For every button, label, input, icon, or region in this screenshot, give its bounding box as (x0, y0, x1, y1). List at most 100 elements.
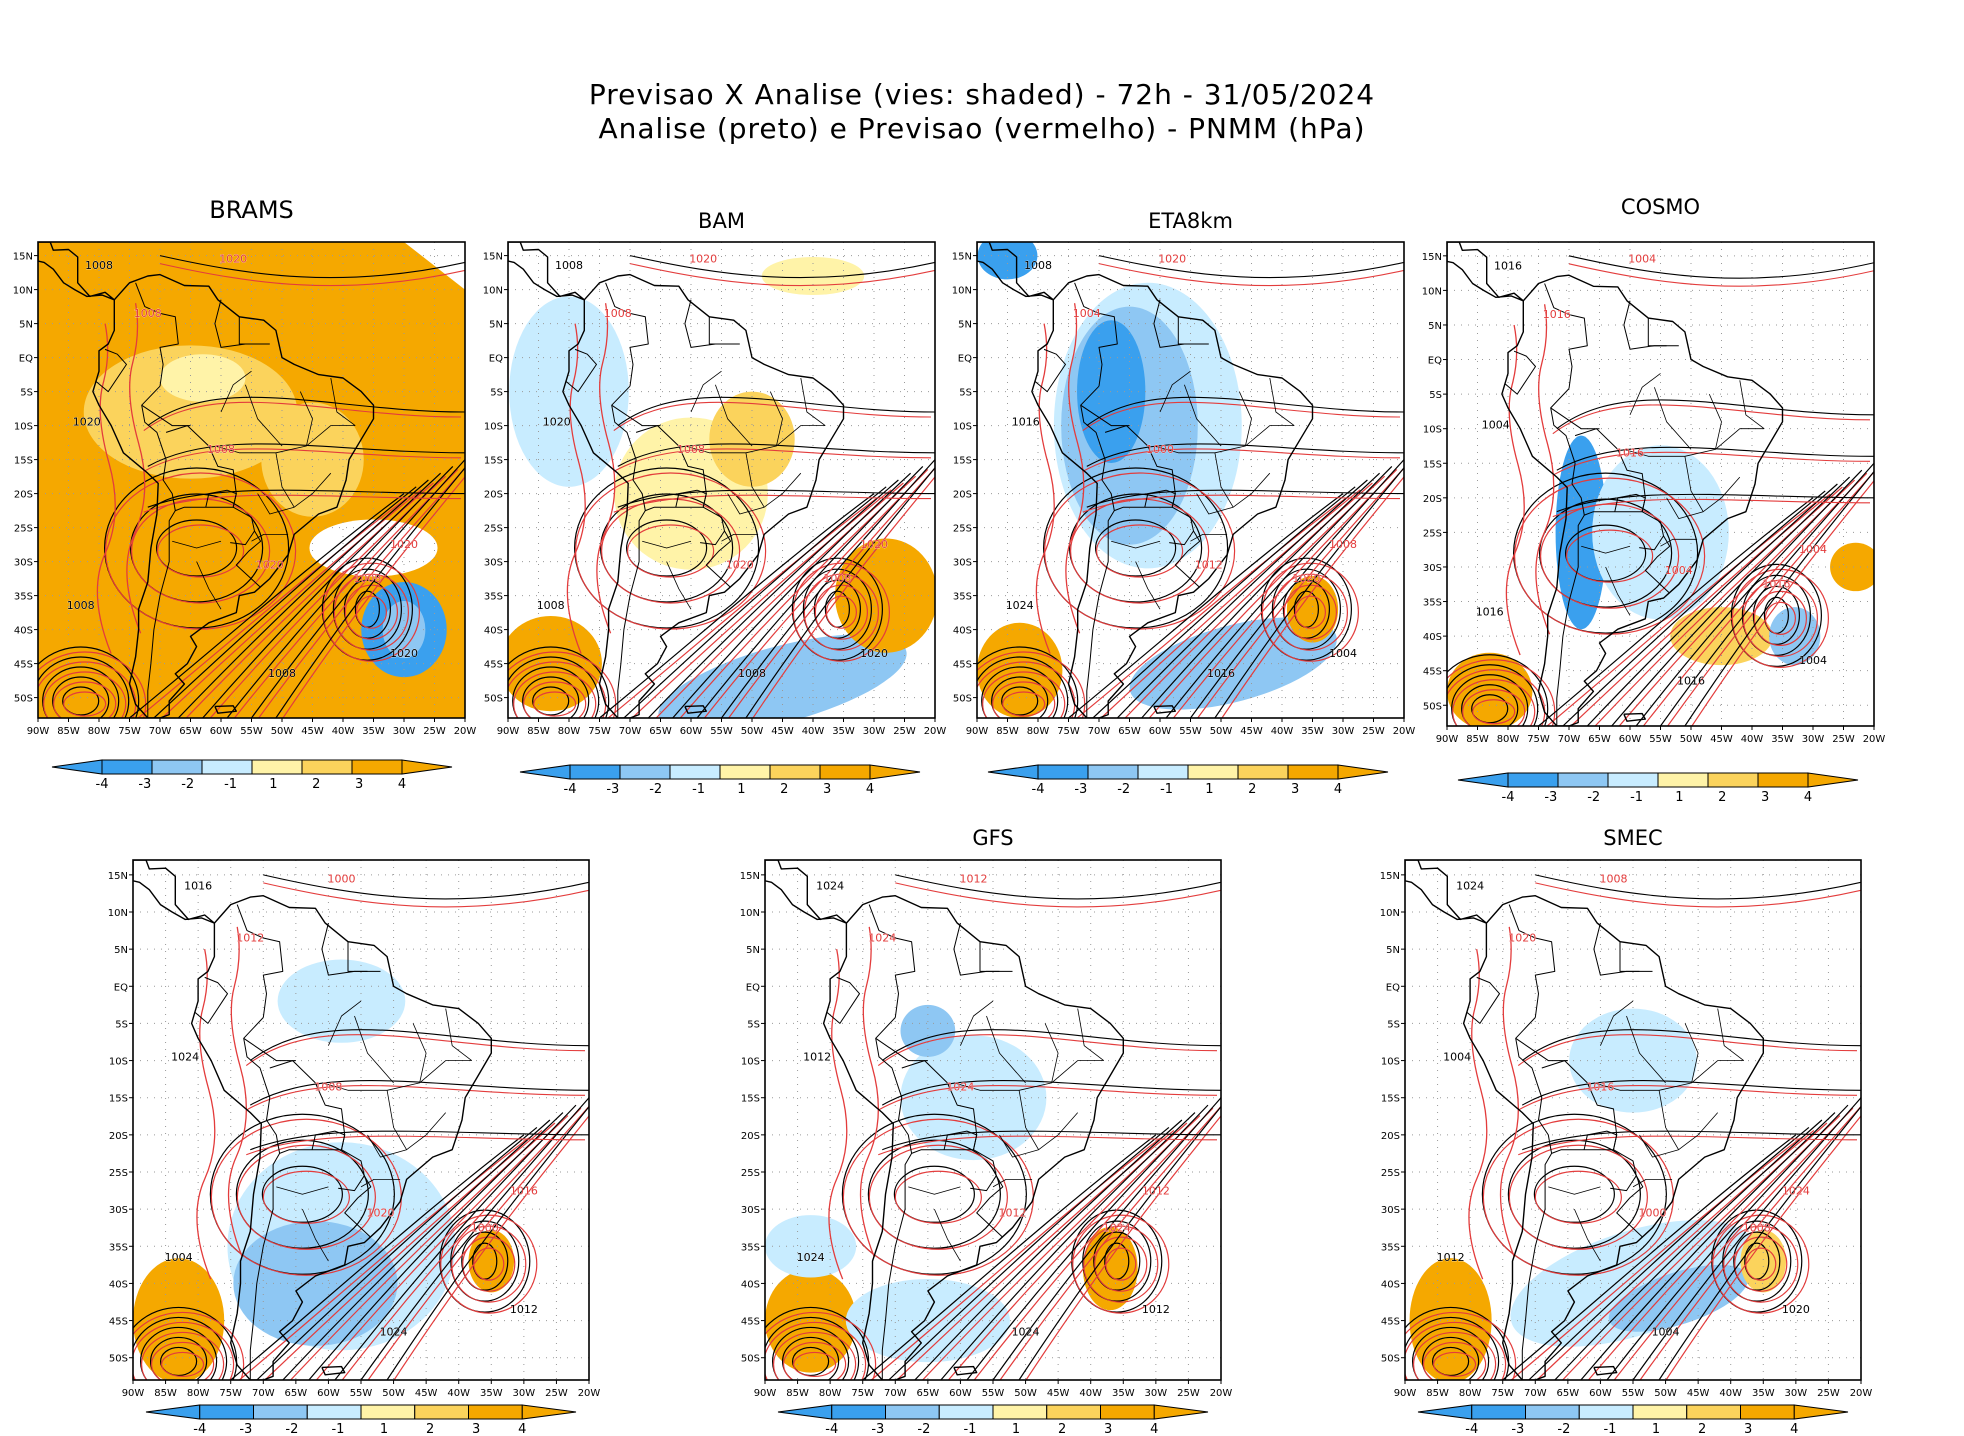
forecast-isobar (1734, 1236, 1788, 1292)
forecast-isobar (151, 1341, 215, 1380)
lat-tick-label: 40S (14, 626, 33, 637)
colorbar-label: -3 (1544, 790, 1557, 805)
contour-label: 1020 (390, 647, 418, 660)
lon-tick-label: 30W (1332, 726, 1355, 737)
analysis-isobar (940, 1112, 1196, 1380)
analysis-isobar (1580, 1112, 1836, 1380)
analysis-isobar (617, 396, 935, 427)
colorbar-swatch (938, 1404, 994, 1420)
analysis-isobar (617, 443, 935, 467)
colorbar-swatch (819, 764, 871, 780)
contour-label: 1020 (726, 558, 754, 571)
forecast-isobar (1423, 1341, 1487, 1380)
forecast-isobar (264, 1129, 543, 1380)
contour-label: 1016 (1207, 667, 1235, 680)
contour-label: 1016 (1543, 308, 1571, 321)
analysis-isobar (177, 479, 429, 718)
analysis-isobar (1068, 493, 1344, 718)
state-border (690, 370, 722, 413)
lat-tick-label: 25S (484, 524, 503, 535)
forecast-isobar (999, 1105, 1221, 1380)
contour-label: 1024 (1782, 1184, 1810, 1197)
forecast-isobar (1570, 493, 1831, 726)
axes: 15N 10N 5N EQ 5S 10S 15S 20S 25S 30S 35S 40S 45S 50S 9… (108, 871, 601, 1399)
forecast-isobar (1462, 689, 1526, 726)
forecast-isobar (1076, 496, 1349, 718)
analysis-isobar (1538, 497, 1814, 726)
bias-shade (133, 1258, 225, 1380)
lat-tick-label: 5N (1428, 321, 1442, 332)
forecast-isobar (1539, 503, 1680, 609)
lon-tick-label: 90W (1394, 1388, 1417, 1399)
contour-label: 1016 (1762, 578, 1790, 591)
forecast-isobar (141, 1331, 225, 1380)
forecast-isobar (1072, 1214, 1170, 1314)
colorbar-swatch (1607, 772, 1659, 788)
lon-tick-label: 70W (1088, 726, 1111, 737)
lon-tick-label: 20W (1850, 1388, 1873, 1399)
axes: 15N 10N 5N EQ 5S 10S 15S 20S 25S 30S 35S 40S 45S 50S 9… (483, 252, 947, 737)
analysis-isobar (38, 646, 140, 718)
lat-tick-label: 15S (741, 1094, 760, 1105)
state-border (992, 1179, 1033, 1188)
forecast-isobar (451, 1225, 527, 1303)
lon-tick-label: 75W (588, 726, 611, 737)
analysis-isobar (1116, 479, 1368, 718)
forecast-isobar (133, 1321, 235, 1380)
lon-tick-label: 45W (1687, 1388, 1710, 1399)
bias-shade (709, 391, 795, 487)
island-coast (1153, 705, 1177, 714)
analysis-isobar (1564, 524, 1647, 582)
contour-label: 1008 (823, 572, 851, 585)
forecast-isobar (895, 882, 1221, 908)
analysis-isobar (1556, 493, 1874, 513)
analysis-isobar (1086, 489, 1404, 508)
forecast-isobar (63, 691, 107, 717)
lat-tick-label: 10N (952, 286, 972, 297)
lat-tick-label: EQ (19, 354, 33, 365)
forecast-isobar (626, 524, 715, 578)
analysis-isobar (1528, 1126, 1810, 1380)
forecast-isobar (126, 303, 146, 634)
lat-tick-label: 10N (13, 286, 33, 297)
central-america-coast (1447, 242, 1524, 302)
forecast-isobar (1552, 404, 1871, 435)
analysis-isobar (1586, 483, 1838, 726)
lat-tick-label: 5S (20, 388, 33, 399)
island-coast (1623, 712, 1647, 722)
colorbar-swatch (1740, 1404, 1795, 1420)
forecast-isobar (263, 882, 589, 908)
axes: 15N 10N 5N EQ 5S 10S 15S 20S 25S 30S 35S 40S 45S 50S 9… (1380, 871, 1873, 1399)
colorbar-label: -2 (285, 1422, 298, 1436)
island-coast (1481, 204, 1542, 221)
lat-tick-label: 20S (484, 490, 503, 501)
bias-shade (977, 622, 1063, 718)
country-border (901, 1060, 978, 1154)
forecast-isobar (159, 263, 465, 287)
lon-tick-label: 50W (1680, 734, 1703, 745)
lon-tick-label: 60W (680, 726, 703, 737)
forecast-isobar (792, 1351, 837, 1378)
lon-tick-label: 20W (1210, 1388, 1233, 1399)
contour-label: 1020 (1292, 572, 1320, 585)
forecast-isobar (1535, 882, 1861, 908)
state-border (360, 1179, 401, 1188)
forecast-isobar (1499, 926, 1519, 1258)
contour-label: 1008 (353, 572, 381, 585)
forecast-isobar (1723, 1225, 1799, 1303)
analysis-isobar (230, 1134, 525, 1380)
contour-label: 1016 (1012, 416, 1040, 429)
contour-label: 1004 (1665, 564, 1693, 577)
lat-tick-label: 40S (109, 1279, 128, 1290)
island-coast (953, 1365, 978, 1376)
contour-label: 1008 (677, 443, 705, 456)
state-border (1238, 391, 1252, 447)
lon-tick-label: 85W (154, 1388, 177, 1399)
country-border (868, 904, 916, 1018)
country-border (1644, 535, 1671, 594)
state-border (220, 370, 252, 413)
country-border (943, 1130, 997, 1192)
forecast-isobar (896, 1129, 1175, 1380)
country-border (635, 425, 707, 512)
island-coast (801, 819, 866, 838)
